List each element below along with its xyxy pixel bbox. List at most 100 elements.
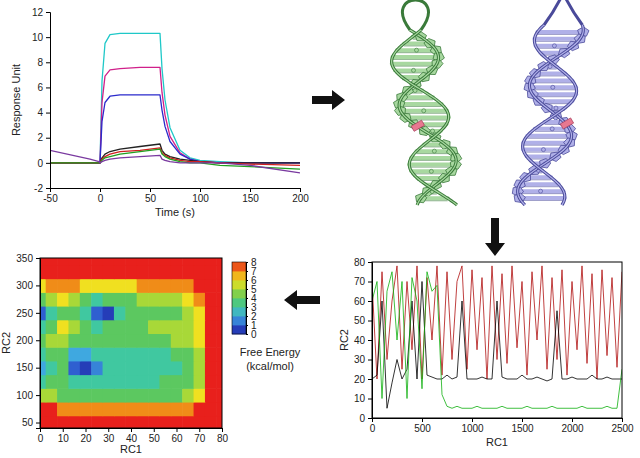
heatmap-cell — [148, 416, 160, 428]
heatmap-cell — [125, 306, 137, 320]
hairpin-loop — [544, 0, 582, 25]
tick: 2500 — [611, 418, 634, 434]
base-atom — [432, 149, 436, 153]
heatmap-cell — [46, 265, 58, 279]
base-pair-edge — [392, 59, 438, 60]
heatmap-cell — [57, 279, 69, 293]
heatmap-cell — [182, 416, 194, 428]
heatmap-cell — [216, 347, 222, 361]
tick-label: 70 — [194, 433, 206, 444]
heatmap-cell — [216, 402, 222, 416]
base-pair — [519, 196, 564, 200]
heatmap-cell — [57, 265, 69, 279]
tick: 0 — [98, 188, 104, 204]
tick-mark — [36, 423, 40, 424]
tick-mark — [63, 428, 64, 432]
tick-mark — [368, 360, 372, 361]
tick: 0 — [38, 428, 44, 444]
heatmap-cell — [46, 402, 58, 416]
tick-mark — [422, 418, 423, 422]
base-pair — [527, 134, 571, 138]
heatmap-cell — [148, 292, 160, 306]
heatmap-cell — [91, 361, 103, 375]
base-pair — [523, 148, 564, 152]
heatmap-cell — [194, 265, 206, 279]
tick-mark — [368, 262, 372, 263]
base-atom — [431, 129, 435, 133]
heatmap-cell — [91, 402, 103, 416]
heatmap-cell — [137, 375, 149, 389]
heatmap-cell — [103, 292, 115, 306]
series-line — [50, 67, 300, 163]
heatmap-chart: 0102030405060708050100150200250300350RC1… — [0, 251, 301, 455]
tick-label: 60 — [171, 433, 183, 444]
tick-mark — [36, 258, 40, 259]
heatmap-cell — [205, 347, 217, 361]
tick: 200 — [292, 188, 309, 204]
heatmap-cell — [137, 265, 149, 279]
heatmap-cell — [205, 416, 217, 428]
tick-label: 0 — [370, 423, 376, 434]
tick: 30 — [103, 428, 115, 444]
heatmap-cell — [216, 388, 222, 402]
heatmap-cell — [171, 347, 183, 361]
tick: 8 — [246, 257, 257, 268]
heatmap-cell — [137, 279, 149, 293]
heatmap-cell — [171, 333, 183, 347]
base-pair — [411, 156, 456, 160]
tick-label: 30 — [103, 433, 115, 444]
heatmap-cell — [148, 361, 160, 375]
heatmap-cell — [159, 347, 171, 361]
heatmap-cell — [171, 402, 183, 416]
tick-mark — [46, 87, 50, 88]
tick-mark — [368, 340, 372, 341]
x-axis: 01020304050607080 — [38, 428, 229, 444]
x-axis-title: RC1 — [486, 436, 508, 448]
heatmap-cell — [68, 388, 80, 402]
heatmap-cell — [80, 416, 92, 428]
heatmap-cell — [194, 375, 206, 389]
base-pair — [529, 85, 576, 89]
heatmap-cell — [137, 258, 149, 265]
heatmap-cell — [103, 347, 115, 361]
heatmap-cell — [194, 306, 206, 320]
tick-label: 80 — [217, 433, 229, 444]
line-chart: -50050100150200-2024681012Time (s)Respon… — [10, 7, 309, 218]
axis-line — [36, 259, 41, 429]
heatmap-cell — [159, 258, 171, 265]
tick-mark — [199, 428, 200, 432]
heatmap-cell — [103, 265, 115, 279]
heatmap-cell — [216, 279, 222, 293]
heatmap-cell — [182, 402, 194, 416]
base-pair — [409, 163, 455, 167]
heatmap-cell — [159, 402, 171, 416]
tick: 1000 — [461, 418, 484, 434]
tick-label: 300 — [16, 280, 33, 291]
tick: 350 — [16, 253, 40, 264]
y-axis: 01020304050607080 — [354, 257, 373, 424]
heatmap-cell — [182, 306, 194, 320]
colorbar-band — [232, 271, 246, 280]
tick-label: 50 — [145, 193, 157, 204]
heatmap-cell — [91, 333, 103, 347]
heatmap-cell — [159, 416, 171, 428]
tick-mark — [246, 262, 248, 263]
arrow-shape — [485, 218, 505, 256]
tick-label: 30 — [354, 354, 366, 365]
plot-frame — [40, 258, 222, 428]
base-atom — [550, 127, 554, 131]
heatmap-cell — [216, 306, 222, 320]
heatmap-cell — [68, 361, 80, 375]
tick-label: 50 — [354, 315, 366, 326]
heatmap-cell — [80, 375, 92, 389]
heatmap-cell — [57, 361, 69, 375]
tick-mark — [46, 37, 50, 38]
backbone-highlight — [392, 30, 457, 205]
heatmap-cell — [57, 402, 69, 416]
ligand — [411, 120, 424, 131]
tick-mark — [368, 282, 372, 283]
heatmap-cell — [205, 265, 217, 279]
heatmap-cell — [80, 388, 92, 402]
colorbar-band — [232, 298, 246, 307]
heatmap-cell — [46, 416, 58, 428]
